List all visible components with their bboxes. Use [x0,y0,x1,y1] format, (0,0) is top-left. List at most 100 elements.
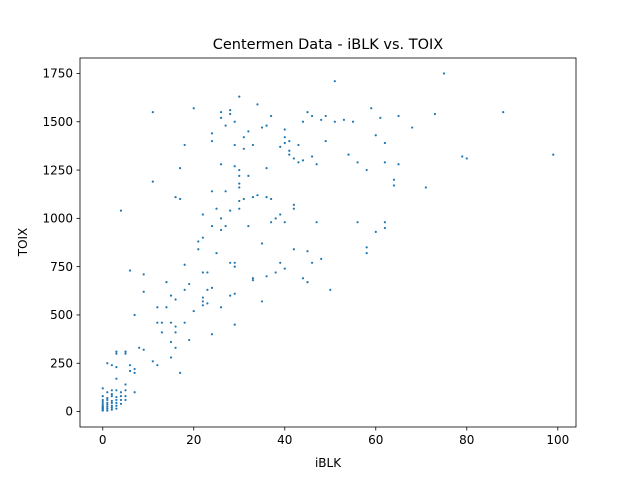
data-point [288,149,291,152]
data-point [292,203,295,206]
data-point [115,377,118,380]
data-point [301,120,305,123]
data-point [292,207,295,210]
data-point [210,333,214,336]
data-point [242,136,245,139]
data-point [201,304,204,307]
points-layer [101,72,555,412]
data-point [233,265,236,268]
data-point [201,213,204,216]
data-point [106,362,109,365]
data-point [201,271,204,274]
data-point [219,217,223,220]
data-point [306,250,309,253]
data-point [210,190,214,193]
data-point [265,275,268,278]
data-point [324,114,327,118]
data-point [124,389,127,392]
data-point [310,155,314,158]
data-point [424,186,427,189]
data-point [347,153,350,156]
data-point [442,72,446,75]
data-point [310,261,314,264]
data-point [270,114,273,118]
data-point [106,409,109,412]
data-point [242,197,245,201]
data-point [160,321,164,324]
data-point [270,221,273,224]
data-point [238,199,241,203]
data-point [101,400,104,403]
data-point [256,103,259,106]
data-point [274,217,277,220]
data-point [128,364,132,367]
data-point [251,277,255,280]
data-point [279,213,282,216]
data-point [165,306,168,309]
y-tick-label: 0 [65,405,73,419]
x-tick-label: 40 [277,433,292,447]
data-point [110,408,113,411]
data-point [379,116,382,119]
data-point [197,240,200,243]
data-point [238,186,241,189]
data-point [320,257,323,261]
data-point [201,236,204,239]
data-point [238,95,241,98]
data-point [179,371,182,375]
data-point [301,277,305,280]
data-point [229,109,232,112]
data-point [106,398,109,402]
x-tick-label: 20 [186,433,201,447]
data-point [183,263,186,266]
data-point [115,404,118,407]
data-point [169,321,173,324]
x-tick-label: 60 [368,433,383,447]
y-tick-label: 250 [50,356,73,370]
data-point [247,130,250,133]
data-point [251,279,255,282]
data-point [265,196,268,199]
data-point [160,331,164,334]
data-point [119,209,123,212]
data-point [179,167,182,170]
data-point [119,398,123,402]
data-point [133,391,136,394]
data-point [174,346,177,349]
data-point [106,391,109,394]
data-point [292,157,295,160]
data-point [215,252,218,255]
data-point [106,403,109,406]
data-point [233,323,236,326]
data-point [124,352,127,355]
data-point [156,364,159,367]
data-point [138,346,141,349]
data-point [502,110,505,114]
data-point [169,356,173,359]
data-point [374,230,377,233]
data-point [219,228,223,232]
data-point [329,288,332,291]
data-point [169,294,173,297]
data-point [283,128,286,131]
data-point [128,369,132,373]
data-point [165,281,168,284]
data-point [197,248,200,251]
data-point [238,182,241,185]
data-point [229,261,232,264]
data-point [106,407,109,410]
data-point [133,313,136,317]
data-point [370,107,373,110]
data-point [233,165,236,168]
data-point [383,221,386,224]
data-point [397,114,400,118]
data-point [156,306,159,309]
data-point [283,267,286,270]
y-axis-label: TOIX [16,228,30,258]
data-point [156,321,159,324]
data-point [106,401,109,404]
data-point [324,139,327,143]
data-point [224,190,227,193]
